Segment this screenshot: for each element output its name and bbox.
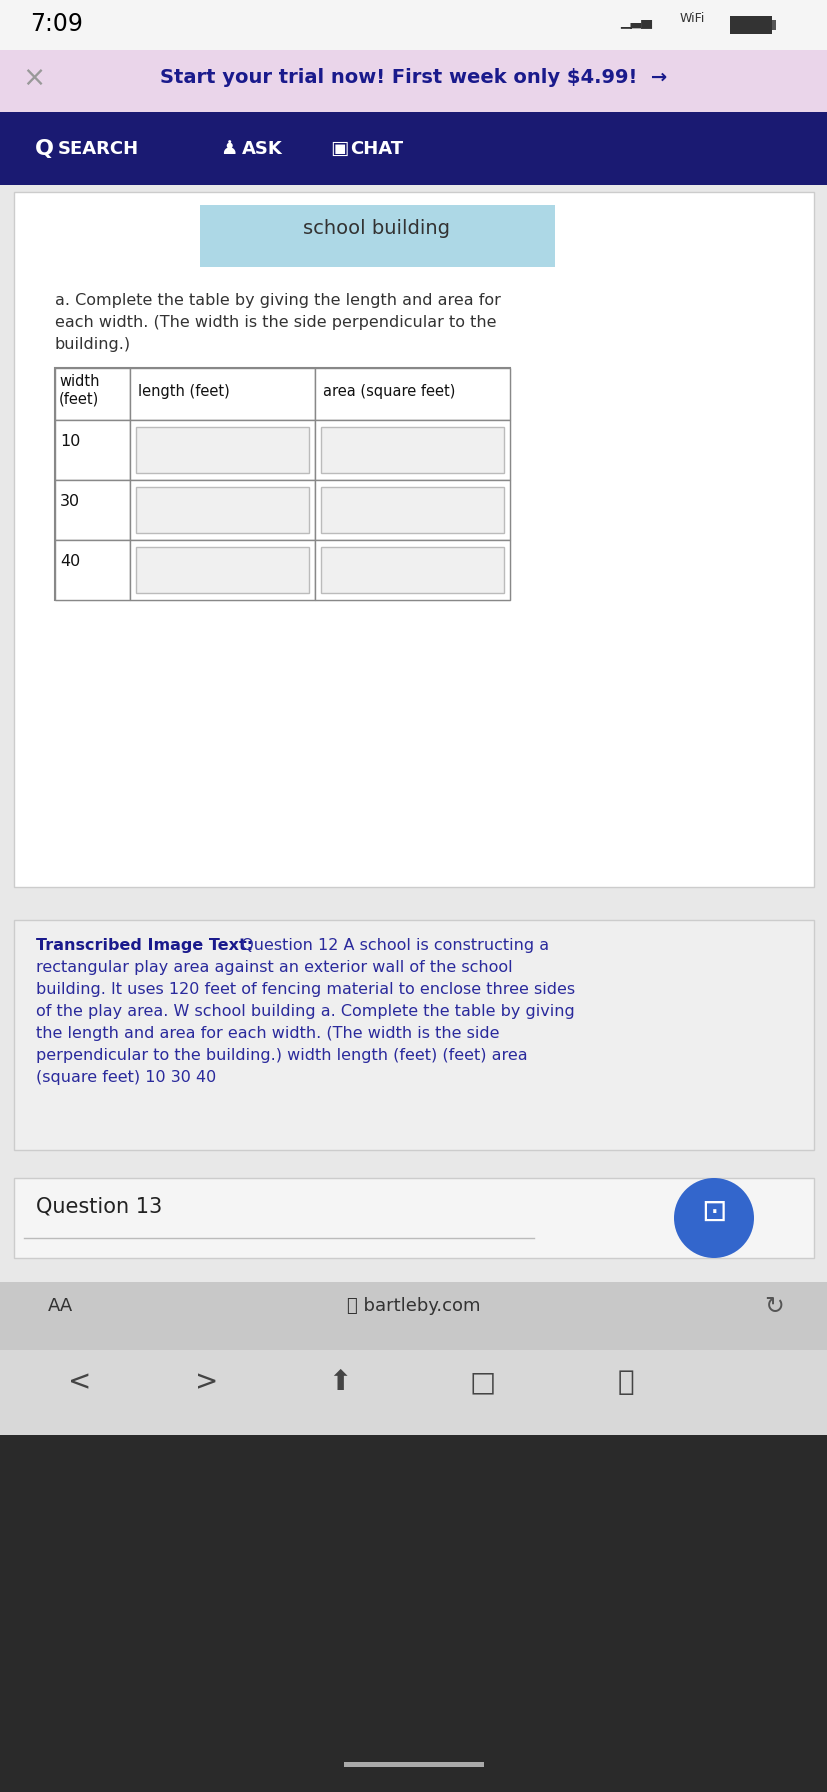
Text: building. It uses 120 feet of fencing material to enclose three sides: building. It uses 120 feet of fencing ma… bbox=[36, 982, 575, 996]
Bar bbox=[730, 16, 770, 32]
Bar bbox=[55, 539, 130, 600]
Text: ♟: ♟ bbox=[220, 140, 237, 158]
Circle shape bbox=[673, 1177, 753, 1258]
Text: Start your trial now! First week only $4.99!  →: Start your trial now! First week only $4… bbox=[160, 68, 667, 88]
Text: □: □ bbox=[469, 1367, 495, 1396]
Text: <: < bbox=[69, 1367, 92, 1396]
Text: >: > bbox=[195, 1367, 218, 1396]
Text: 30: 30 bbox=[60, 495, 80, 509]
Text: a. Complete the table by giving the length and area for: a. Complete the table by giving the leng… bbox=[55, 294, 500, 308]
Bar bbox=[314, 480, 509, 539]
Bar bbox=[314, 419, 509, 480]
Bar bbox=[130, 419, 314, 480]
Text: each width. (The width is the side perpendicular to the: each width. (The width is the side perpe… bbox=[55, 315, 496, 330]
Text: 10: 10 bbox=[60, 434, 80, 450]
Bar bbox=[0, 185, 827, 1792]
Text: length (feet): length (feet) bbox=[138, 383, 229, 400]
Text: ↻: ↻ bbox=[763, 1294, 783, 1317]
Bar bbox=[343, 1762, 484, 1767]
Text: ▁▃▅: ▁▃▅ bbox=[619, 14, 651, 29]
Bar bbox=[0, 50, 827, 111]
Bar bbox=[0, 1435, 827, 1792]
Text: Question 12 A school is constructing a: Question 12 A school is constructing a bbox=[231, 937, 548, 953]
Text: rectangular play area against an exterior wall of the school: rectangular play area against an exterio… bbox=[36, 961, 512, 975]
Bar bbox=[136, 487, 308, 532]
Text: ▣: ▣ bbox=[330, 140, 348, 158]
Text: Q: Q bbox=[35, 140, 54, 159]
Text: school building: school building bbox=[304, 219, 450, 238]
Text: 7:09: 7:09 bbox=[30, 13, 83, 36]
Bar bbox=[200, 204, 554, 267]
Bar bbox=[130, 367, 314, 419]
Text: of the play area. W school building a. Complete the table by giving: of the play area. W school building a. C… bbox=[36, 1004, 574, 1020]
Text: the length and area for each width. (The width is the side: the length and area for each width. (The… bbox=[36, 1027, 499, 1041]
Bar bbox=[130, 539, 314, 600]
Text: width
(feet): width (feet) bbox=[59, 375, 99, 407]
Bar bbox=[321, 547, 504, 593]
Bar bbox=[0, 1281, 827, 1349]
Text: Transcribed Image Text:: Transcribed Image Text: bbox=[36, 937, 253, 953]
Text: ⬆: ⬆ bbox=[328, 1367, 351, 1396]
Bar bbox=[314, 367, 509, 419]
Text: building.): building.) bbox=[55, 337, 131, 351]
Bar bbox=[130, 480, 314, 539]
Text: CHAT: CHAT bbox=[350, 140, 403, 158]
Bar bbox=[771, 20, 775, 30]
Bar bbox=[55, 419, 130, 480]
Bar bbox=[321, 426, 504, 473]
Bar bbox=[55, 367, 509, 600]
Text: 40: 40 bbox=[60, 554, 80, 570]
Bar bbox=[0, 111, 827, 185]
Text: AA: AA bbox=[48, 1297, 73, 1315]
Text: perpendicular to the building.) width length (feet) (feet) area: perpendicular to the building.) width le… bbox=[36, 1048, 527, 1063]
Text: ⧉: ⧉ bbox=[617, 1367, 633, 1396]
Bar bbox=[136, 547, 308, 593]
Text: ASK: ASK bbox=[241, 140, 282, 158]
Text: WiFi: WiFi bbox=[679, 13, 705, 25]
Text: area (square feet): area (square feet) bbox=[323, 383, 455, 400]
Bar bbox=[0, 1349, 827, 1435]
Text: Question 13: Question 13 bbox=[36, 1195, 162, 1217]
Text: (square feet) 10 30 40: (square feet) 10 30 40 bbox=[36, 1070, 216, 1084]
Bar bbox=[55, 480, 130, 539]
Bar bbox=[55, 367, 130, 419]
Bar bbox=[314, 539, 509, 600]
Bar bbox=[14, 192, 813, 887]
Bar bbox=[0, 0, 827, 50]
Bar bbox=[136, 426, 308, 473]
Text: 🔒 bartleby.com: 🔒 bartleby.com bbox=[347, 1297, 480, 1315]
Bar bbox=[14, 1177, 813, 1258]
Bar bbox=[321, 487, 504, 532]
Bar bbox=[14, 919, 813, 1150]
Bar bbox=[729, 16, 771, 34]
Text: ⊡: ⊡ bbox=[700, 1199, 726, 1228]
Text: ×: × bbox=[22, 65, 45, 91]
Text: SEARCH: SEARCH bbox=[58, 140, 139, 158]
